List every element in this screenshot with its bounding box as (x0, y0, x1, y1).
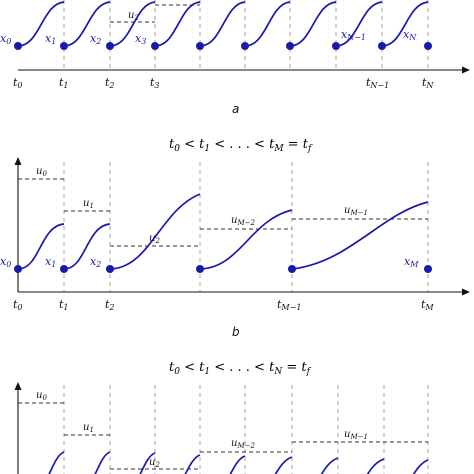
trajectory-segment (17, 1, 65, 47)
state-label: x2 (90, 32, 101, 46)
time-label: t0 (13, 76, 23, 90)
panel-c: t0 < t1 < . . . < tN = tf u0 u1 u2 u (14, 360, 429, 474)
panel-b-controls (18, 178, 428, 247)
control-label: u2 (149, 457, 160, 469)
control-label: u1 (83, 198, 94, 210)
time-label: tM (421, 298, 434, 312)
panel-c-controls (18, 402, 428, 470)
panel-caption: b (232, 325, 240, 339)
control-label: u0 (36, 390, 47, 402)
shooting-node (378, 42, 386, 50)
panel-a: u2 x0 x1 x2 (0, 0, 470, 116)
time-label: tM−1 (277, 298, 301, 312)
state-label: x1 (45, 32, 56, 46)
panel-title: t0 < t1 < . . . < tN = tf (169, 360, 312, 377)
trajectory-segment (48, 451, 65, 474)
trajectory-segment (63, 223, 111, 270)
panel-b-trajectories (17, 193, 429, 270)
trajectory-segment (17, 223, 65, 270)
control-label: u2 (149, 233, 160, 245)
panel-b-gridlines (63, 162, 429, 292)
state-label: x0 (0, 255, 11, 269)
trajectory-segment (139, 452, 156, 474)
shooting-node (196, 42, 204, 50)
trajectory-segment (109, 1, 156, 47)
control-label: u0 (36, 166, 47, 178)
state-label: x3 (135, 32, 146, 46)
shooting-node (14, 42, 22, 50)
trajectory-segment (412, 459, 429, 474)
panel-caption: a (232, 102, 239, 116)
time-label: tN (422, 76, 434, 90)
trajectory-segment (94, 451, 111, 474)
trajectory-segment (289, 1, 337, 47)
shooting-node (196, 265, 204, 273)
trajectory-segment (274, 456, 293, 474)
trajectory-segment (366, 458, 385, 474)
panel-a-nodes (14, 42, 432, 50)
shooting-node (286, 42, 294, 50)
trajectory-segment (229, 455, 246, 474)
panel-a-gridlines (63, 0, 429, 70)
panel-b: t0 < t1 < . . . < tM = tf u0 u1 u2 uM−2 … (0, 137, 470, 339)
control-label: uM−2 (231, 438, 255, 450)
axis-arrowhead (14, 157, 22, 165)
state-label: xM (404, 255, 419, 269)
shooting-node (60, 265, 68, 273)
shooting-node (151, 42, 159, 50)
control-label: u1 (83, 422, 94, 434)
state-label: x1 (45, 255, 56, 269)
time-label: t1 (59, 76, 69, 90)
panel-c-gridlines (63, 385, 429, 474)
trajectory-segment (63, 1, 111, 47)
panel-b-nodes (14, 265, 432, 273)
time-label: tN−1 (366, 76, 389, 90)
axis-arrowhead (14, 382, 22, 390)
trajectory-segment (184, 454, 201, 474)
panel-title: t0 < t1 < . . . < tM = tf (169, 137, 313, 154)
trajectory-segment (199, 209, 293, 270)
trajectory-segment (109, 193, 201, 270)
shooting-node (332, 42, 340, 50)
panel-c-trajectories (48, 451, 429, 474)
shooting-node (424, 42, 432, 50)
control-label: uM−1 (344, 205, 368, 217)
state-label: x0 (0, 32, 11, 46)
state-label: x2 (90, 255, 101, 269)
trajectory-segment (244, 1, 291, 47)
shooting-node (288, 265, 296, 273)
control-label: uM−1 (344, 429, 368, 441)
shooting-node (14, 265, 22, 273)
time-label: t1 (59, 298, 69, 312)
shooting-node (60, 42, 68, 50)
control-label: uM−2 (231, 215, 255, 227)
shooting-node (106, 42, 114, 50)
time-label: t2 (105, 298, 115, 312)
shooting-node (241, 42, 249, 50)
trajectory-segment (154, 1, 201, 47)
state-label: xN−1 (341, 28, 366, 42)
time-label: t3 (150, 76, 160, 90)
trajectory-segment (199, 1, 246, 47)
panel-a-trajectories (17, 1, 429, 47)
trajectory-segment (291, 201, 429, 270)
time-label: t0 (13, 298, 23, 312)
trajectory-segment (335, 1, 383, 47)
time-label: t2 (105, 76, 115, 90)
trajectory-segment (320, 457, 339, 474)
axis-arrowhead (462, 288, 470, 296)
axis-arrowhead (462, 66, 470, 74)
trajectory-segment (381, 1, 429, 47)
shooting-node (106, 265, 114, 273)
state-label: xN (403, 28, 417, 42)
shooting-node (424, 265, 432, 273)
